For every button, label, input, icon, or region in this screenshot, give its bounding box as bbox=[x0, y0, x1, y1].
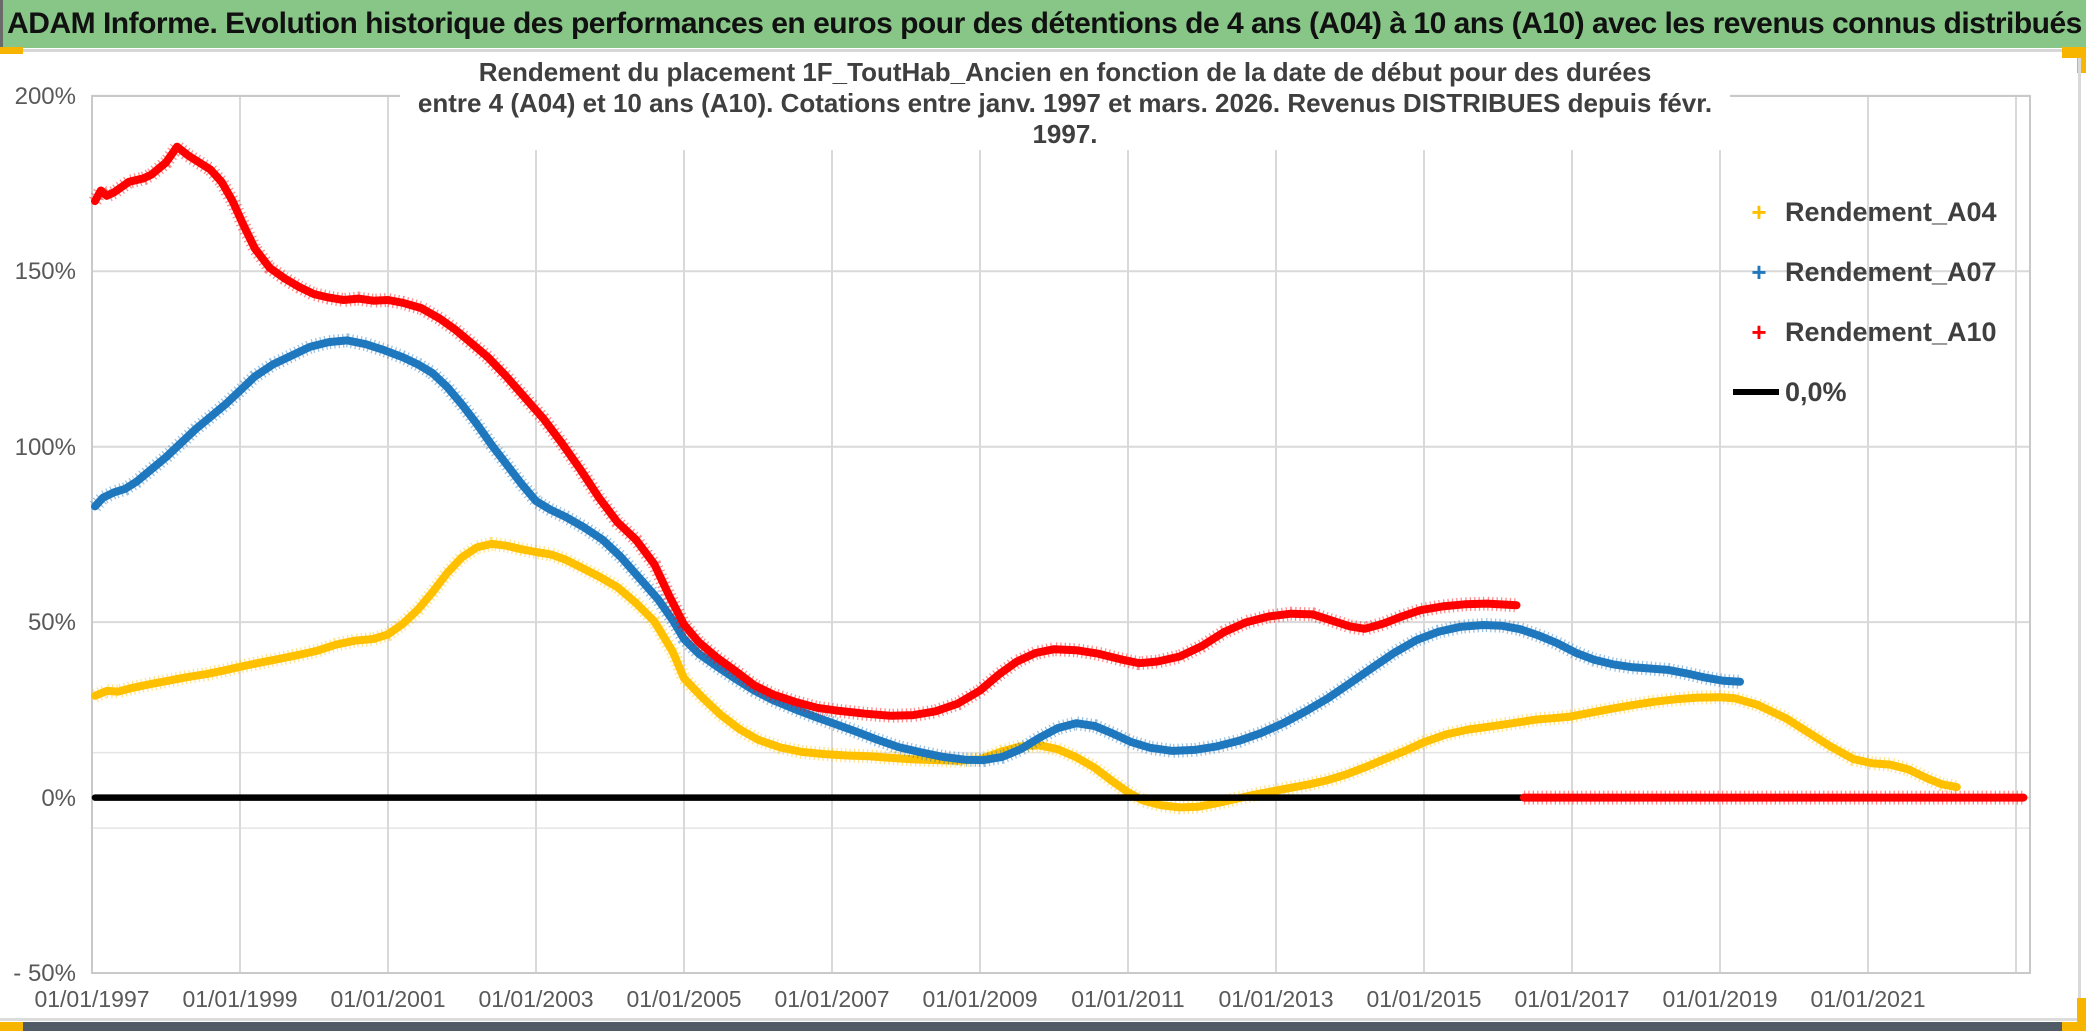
x-tick-label: 01/01/2021 bbox=[1810, 986, 1926, 1012]
banner-title: ADAM Informe. Evolution historique des p… bbox=[7, 7, 2082, 40]
legend-item-a04[interactable]: + Rendement_A04 bbox=[1733, 182, 2033, 242]
accent-corner-top-right-vertical bbox=[2077, 47, 2086, 73]
line-swatch-icon bbox=[1733, 389, 1779, 395]
series-Rendement_A10 bbox=[91, 142, 1521, 720]
x-tick-label: 01/01/2009 bbox=[922, 986, 1038, 1012]
y-tick-label: 150% bbox=[14, 258, 76, 286]
page-right-border bbox=[2078, 58, 2081, 1020]
accent-corner-bottom-right bbox=[2062, 1022, 2086, 1031]
x-tick-label: 01/01/1999 bbox=[182, 986, 298, 1012]
x-tick-label: 01/01/1997 bbox=[34, 986, 150, 1012]
legend-item-a10[interactable]: + Rendement_A10 bbox=[1733, 302, 2033, 362]
banner: ADAM Informe. Evolution historique des p… bbox=[0, 0, 2086, 48]
x-tick-label: 01/01/2017 bbox=[1514, 986, 1630, 1012]
x-tick-label: 01/01/2007 bbox=[774, 986, 890, 1012]
x-tick-label: 01/01/2005 bbox=[626, 986, 742, 1012]
legend-label: Rendement_A04 bbox=[1785, 196, 1997, 227]
plus-marker-icon: + bbox=[1751, 257, 1767, 287]
plus-marker-icon: + bbox=[1751, 197, 1767, 227]
x-tick-label: 01/01/2003 bbox=[478, 986, 594, 1012]
series-fuzz-Rendement_A07 bbox=[89, 333, 1741, 768]
x-tick-label: 01/01/2001 bbox=[330, 986, 446, 1012]
legend-label: Rendement_A10 bbox=[1785, 316, 1997, 347]
banner-divider bbox=[0, 49, 2086, 52]
legend[interactable]: + Rendement_A04 + Rendement_A07 + Rendem… bbox=[1733, 182, 2033, 422]
footer-bar bbox=[0, 1022, 2086, 1031]
chart-title-line2: entre 4 (A04) et 10 ans (A10). Cotations… bbox=[417, 88, 1713, 149]
y-tick-label: 50% bbox=[27, 609, 76, 637]
legend-item-a07[interactable]: + Rendement_A07 bbox=[1733, 242, 2033, 302]
footer-divider bbox=[0, 1018, 2086, 1021]
y-tick-label: 100% bbox=[14, 433, 76, 461]
legend-label: 0,0% bbox=[1785, 376, 1847, 407]
plus-marker-icon: + bbox=[1751, 317, 1767, 347]
accent-dash-top-left bbox=[0, 47, 23, 54]
series-Rendement_A07 bbox=[91, 336, 1744, 765]
x-tick-label: 01/01/2013 bbox=[1218, 986, 1334, 1012]
series-fuzz-Rendement_A10 bbox=[88, 136, 1517, 723]
y-tick-label: 0% bbox=[41, 784, 76, 812]
y-tick-label: 200% bbox=[14, 82, 76, 110]
legend-label: Rendement_A07 bbox=[1785, 256, 1997, 287]
x-tick-label: 01/01/2019 bbox=[1662, 986, 1778, 1012]
accent-corner-bottom-right-vertical bbox=[2077, 998, 2086, 1031]
y-tick-label: - 50% bbox=[13, 960, 76, 988]
accent-corner-top-right bbox=[2062, 47, 2086, 58]
legend-item-zero[interactable]: 0,0% bbox=[1733, 362, 2033, 422]
chart-title: Rendement du placement 1F_ToutHab_Ancien… bbox=[400, 57, 1730, 150]
x-tick-label: 01/01/2015 bbox=[1366, 986, 1482, 1012]
x-tick-label: 01/01/2011 bbox=[1071, 986, 1185, 1012]
accent-dash-bottom-left bbox=[0, 1022, 23, 1031]
chart-title-line1: Rendement du placement 1F_ToutHab_Ancien… bbox=[478, 57, 1652, 87]
